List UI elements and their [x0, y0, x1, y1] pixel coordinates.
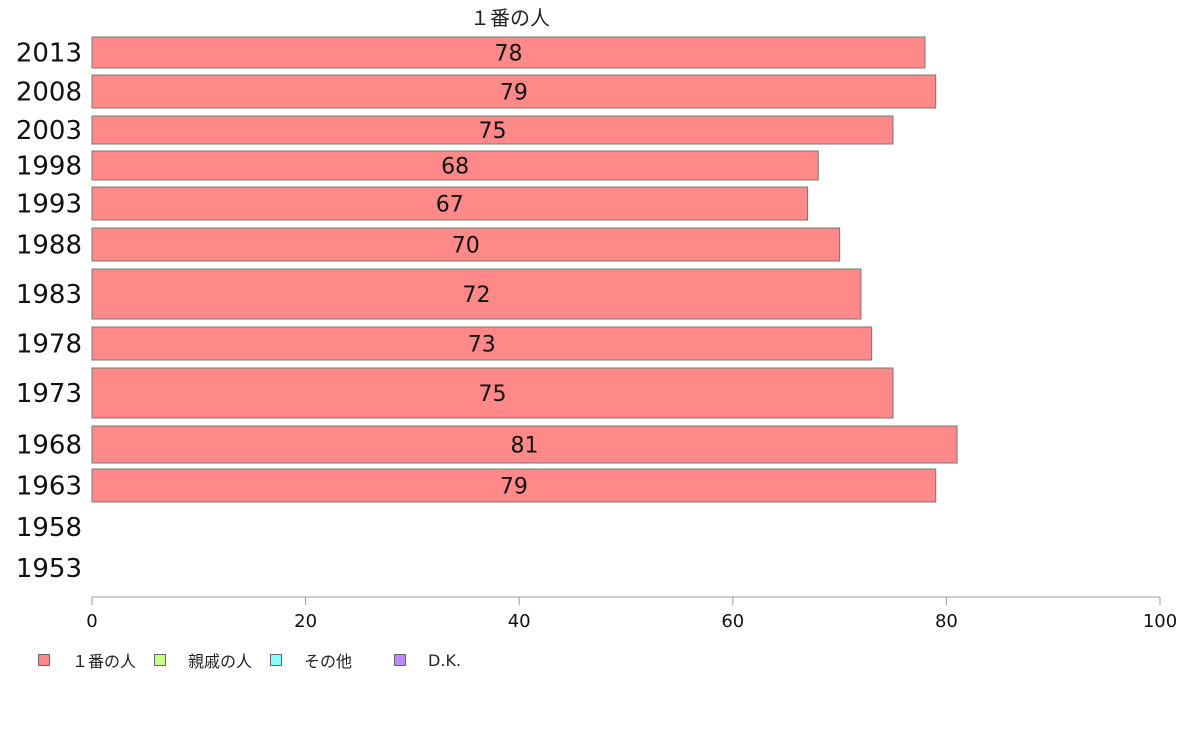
- x-tick-label: 40: [508, 611, 531, 632]
- x-tick-label: 80: [935, 611, 958, 632]
- y-tick-label: 1993: [16, 190, 82, 220]
- bar-value-label: 75: [479, 119, 507, 144]
- y-tick-label: 1978: [16, 330, 82, 360]
- bar-value-label: 70: [452, 234, 480, 259]
- bar-value-label: 73: [468, 333, 496, 358]
- bar-value-label: 79: [500, 81, 528, 106]
- bar: [91, 36, 926, 69]
- legend-swatch-2: [154, 654, 167, 666]
- legend-label-1: １番の人: [72, 652, 137, 671]
- bar-value-label: 67: [436, 193, 464, 218]
- y-tick-label: 1988: [16, 231, 82, 261]
- bar: [91, 326, 873, 361]
- bar-value-label: 68: [441, 155, 469, 180]
- bar: [91, 468, 937, 503]
- bars-layer: 78 79 75 68 67 70 72 73 75 81 79: [91, 36, 958, 503]
- y-tick-label: 1998: [16, 152, 82, 182]
- bar-value-label: 72: [462, 283, 490, 308]
- legend: １番の人 親戚の人 その他 D.K.: [38, 648, 479, 672]
- legend-swatch-3: [270, 654, 283, 666]
- x-tick-label: 20: [294, 611, 317, 632]
- legend-label-4: D.K.: [428, 650, 462, 670]
- bar-value-label: 81: [511, 434, 539, 459]
- bar: [91, 115, 894, 145]
- legend-swatch-1: [38, 654, 50, 666]
- y-tick-label: 2013: [16, 39, 82, 69]
- x-tick-label: 100: [1143, 611, 1177, 632]
- legend-item-4: D.K.: [394, 651, 461, 670]
- bar: [91, 425, 958, 464]
- y-tick-label: 1963: [16, 472, 82, 502]
- x-tick-label: 60: [721, 611, 744, 632]
- y-tick-label: 1953: [16, 554, 82, 584]
- bar-value-label: 75: [479, 382, 507, 407]
- bar: [91, 74, 937, 109]
- legend-label-3: その他: [304, 652, 353, 671]
- bar: [91, 227, 841, 262]
- legend-item-3: その他: [270, 648, 352, 672]
- y-tick-label: 1973: [16, 379, 82, 409]
- bar: [91, 268, 862, 320]
- bar: [91, 150, 819, 181]
- chart-title: １番の人: [470, 6, 550, 30]
- legend-swatch-4: [394, 654, 407, 666]
- bar-value-label: 79: [500, 475, 528, 500]
- legend-item-2: 親戚の人: [154, 648, 252, 672]
- legend-item-1: １番の人: [38, 648, 136, 672]
- bar: [91, 367, 894, 419]
- x-tick-label: 0: [86, 611, 97, 632]
- y-tick-label: 2008: [16, 78, 82, 108]
- bar: [91, 186, 809, 221]
- legend-label-2: 親戚の人: [188, 652, 253, 671]
- bar-value-label: 78: [495, 42, 523, 67]
- y-tick-label: 1958: [16, 513, 82, 543]
- y-tick-label: 2003: [16, 116, 82, 146]
- y-tick-label: 1983: [16, 280, 82, 310]
- y-axis-labels: 2013 2008 2003 1998 1993 1988 1983 1978 1973 1968…: [16, 39, 82, 585]
- y-tick-label: 1968: [16, 431, 82, 461]
- x-axis: 0 20 40 60 80 100: [86, 596, 1177, 632]
